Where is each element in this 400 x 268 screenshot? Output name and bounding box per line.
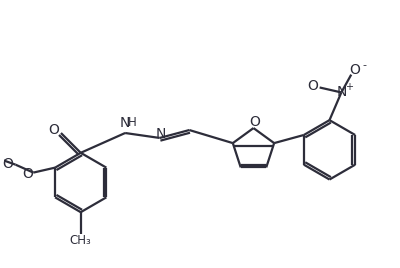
Text: N: N: [156, 127, 166, 141]
Text: O: O: [249, 115, 260, 129]
Text: +: +: [345, 83, 353, 92]
Text: O: O: [22, 167, 33, 181]
Text: -: -: [362, 60, 366, 70]
Text: O: O: [350, 63, 361, 77]
Text: N: N: [120, 116, 130, 130]
Text: H: H: [128, 116, 136, 129]
Text: O: O: [49, 123, 60, 137]
Text: O: O: [2, 157, 13, 171]
Text: N: N: [336, 85, 346, 99]
Text: O: O: [307, 80, 318, 94]
Text: CH₃: CH₃: [70, 234, 92, 247]
